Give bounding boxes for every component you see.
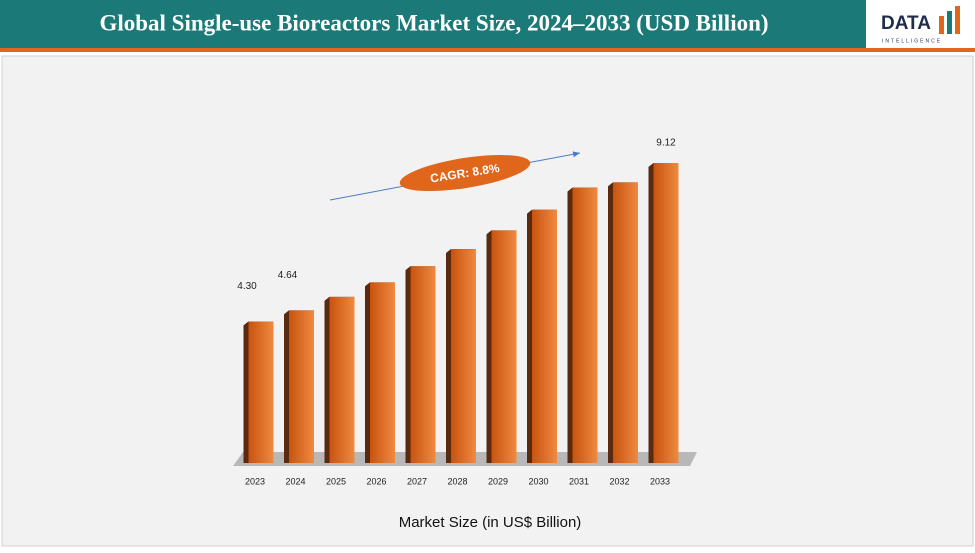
bar-side (527, 209, 532, 463)
bar (289, 310, 314, 463)
bar (491, 230, 517, 463)
x-axis-label: Market Size (in US$ Billion) (399, 514, 582, 531)
x-tick-label: 2027 (407, 476, 427, 486)
x-tick-label: 2031 (569, 476, 589, 486)
header-bar (0, 0, 975, 48)
bar (248, 321, 274, 463)
bar-side (324, 296, 330, 463)
bar (370, 282, 395, 463)
x-tick-label: 2029 (488, 476, 508, 486)
bar-side (365, 282, 370, 463)
data-label: 4.30 (237, 281, 257, 292)
bar-side (243, 321, 249, 463)
data-label: 4.64 (278, 270, 298, 281)
logo-bar (939, 16, 944, 34)
x-tick-label: 2028 (447, 476, 467, 486)
x-tick-label: 2026 (366, 476, 386, 486)
bar-side (486, 230, 492, 463)
annotation-bubble (399, 154, 531, 192)
x-tick-label: 2023 (245, 476, 265, 486)
bar-side (405, 266, 411, 463)
bar (410, 266, 436, 463)
header-rule (0, 48, 975, 52)
bar (613, 182, 638, 463)
logo-text: DATA (881, 13, 931, 34)
logo-bar (947, 11, 952, 34)
x-tick-label: 2030 (528, 476, 548, 486)
bar (653, 163, 679, 463)
bar-side (446, 249, 451, 463)
logo-bar (955, 6, 960, 34)
x-tick-label: 2024 (285, 476, 305, 486)
bar-side (608, 182, 613, 463)
bar (572, 187, 598, 463)
bar-side (648, 163, 654, 463)
bar (451, 249, 476, 463)
data-label: 9.12 (656, 138, 676, 149)
bar-side (567, 187, 573, 463)
x-tick-label: 2033 (650, 476, 670, 486)
x-tick-label: 2025 (326, 476, 346, 486)
x-tick-label: 2032 (609, 476, 629, 486)
bar (532, 209, 557, 463)
chart-title: Global Single-use Bioreactors Market Siz… (99, 10, 768, 35)
logo-subtext: INTELLIGENCE (882, 38, 942, 44)
bar (329, 296, 355, 463)
bar-side (284, 310, 289, 463)
